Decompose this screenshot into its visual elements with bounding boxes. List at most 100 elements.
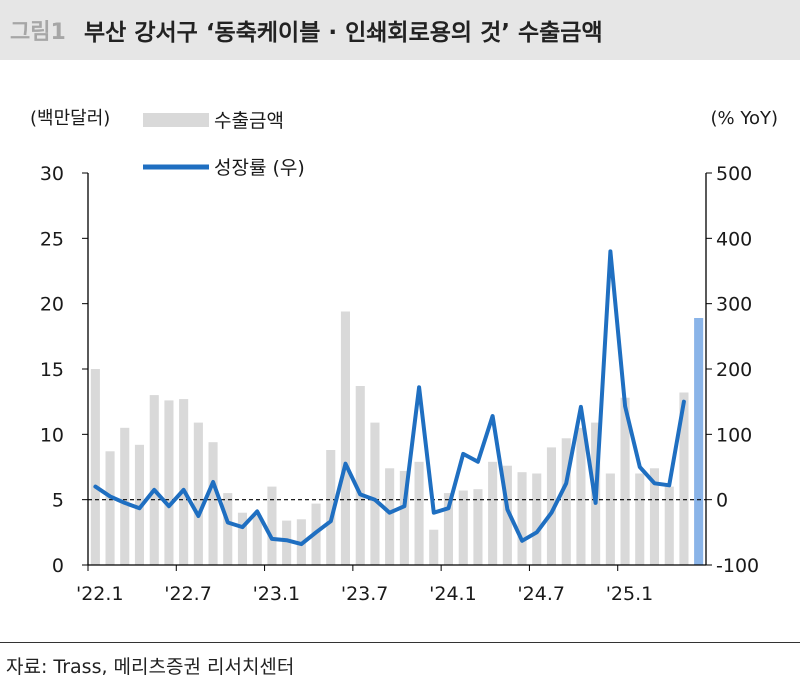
growth-point-15 <box>300 542 303 546</box>
bar-18 <box>340 311 350 565</box>
growth-point-37 <box>623 405 627 408</box>
figure-title-bar: 그림1 부산 강서구 ‘동축케이블 · 인쇄회로용의 것’ 수출금액 <box>0 0 800 60</box>
x-tick-label: '23.7 <box>341 583 389 605</box>
growth-point-18 <box>344 462 347 465</box>
growth-point-40 <box>668 484 671 487</box>
bar-5 <box>149 395 159 565</box>
bar-42 <box>694 318 704 565</box>
bar-37 <box>620 397 630 565</box>
growth-point-1 <box>94 485 97 488</box>
bar-19 <box>355 386 365 565</box>
growth-point-16 <box>314 531 318 534</box>
bar-30 <box>517 472 527 565</box>
legend-bar-label: 수출금액 <box>214 110 284 132</box>
legend-bar-swatch <box>143 113 209 127</box>
bar-12 <box>252 515 262 565</box>
bar-9 <box>208 442 218 565</box>
growth-point-6 <box>167 505 171 508</box>
right-tick-label: -100 <box>716 555 759 577</box>
bar-28 <box>488 461 498 565</box>
figure-label: 그림1 <box>10 20 66 45</box>
right-tick-label: 100 <box>716 424 752 446</box>
bar-23 <box>414 461 424 565</box>
bar-36 <box>605 473 615 565</box>
growth-point-34 <box>579 405 583 409</box>
left-tick-label: 30 <box>40 163 64 185</box>
bar-26 <box>458 490 468 565</box>
growth-point-3 <box>123 501 127 505</box>
left-tick-label: 20 <box>40 294 64 316</box>
bar-13 <box>267 486 277 565</box>
growth-point-21 <box>388 511 391 514</box>
bar-27 <box>473 489 483 565</box>
growth-point-11 <box>241 525 244 529</box>
bar-14 <box>282 520 292 565</box>
right-tick-label: 400 <box>716 228 752 250</box>
x-tick-label: '22.1 <box>76 583 124 605</box>
growth-point-35 <box>594 501 597 505</box>
growth-point-26 <box>462 452 465 456</box>
x-tick-label: '25.1 <box>606 583 654 605</box>
growth-point-24 <box>432 511 435 514</box>
bar-32 <box>546 447 556 565</box>
growth-point-7 <box>182 488 185 492</box>
bar-8 <box>193 422 203 565</box>
growth-point-5 <box>153 488 156 492</box>
growth-point-32 <box>550 511 553 514</box>
growth-point-41 <box>682 400 686 403</box>
source-note: 자료: Trass, 메리츠증권 리서치센터 <box>6 656 295 678</box>
growth-point-22 <box>403 505 406 508</box>
source-divider <box>0 642 800 643</box>
bar-41 <box>679 392 689 565</box>
right-tick-label: 200 <box>716 359 752 381</box>
bar-6 <box>164 400 174 565</box>
bar-25 <box>443 493 453 565</box>
growth-point-19 <box>359 493 362 496</box>
growth-point-33 <box>565 482 568 485</box>
left-tick-label: 25 <box>40 228 64 250</box>
plot-area: 0 5 10 15 20 25 30 -100 0 100 200 300 400 500 '22.1 '22… <box>40 163 759 605</box>
growth-point-36 <box>609 250 612 253</box>
bar-7 <box>179 399 189 565</box>
growth-point-20 <box>373 498 377 501</box>
figure-title: 부산 강서구 ‘동축케이블 · 인쇄회로용의 것’ 수출금액 <box>84 20 603 46</box>
bar-2 <box>105 451 115 565</box>
growth-point-12 <box>256 510 259 513</box>
growth-point-8 <box>197 514 200 518</box>
growth-point-23 <box>417 386 421 389</box>
growth-point-29 <box>506 508 509 511</box>
growth-point-14 <box>285 539 288 542</box>
bar-40 <box>664 486 674 565</box>
right-axis-unit: (% YoY) <box>711 108 778 129</box>
growth-point-4 <box>138 507 141 510</box>
bar-11 <box>237 512 247 565</box>
bar-38 <box>635 473 645 565</box>
bar-24 <box>429 529 439 565</box>
growth-point-2 <box>108 495 112 498</box>
left-tick-label: 10 <box>40 424 64 446</box>
left-axis-unit: (백만달러) <box>30 108 110 129</box>
bar-31 <box>532 473 542 565</box>
growth-point-30 <box>520 539 524 542</box>
x-tick-label: '22.7 <box>164 583 212 605</box>
growth-point-38 <box>638 465 641 469</box>
growth-point-28 <box>491 414 494 418</box>
growth-point-27 <box>476 460 480 463</box>
bar-3 <box>120 427 130 565</box>
left-tick-label: 15 <box>40 359 64 381</box>
bar-29 <box>502 465 512 565</box>
bar-33 <box>561 438 571 565</box>
bar-17 <box>326 450 336 565</box>
chart: 0 5 10 15 20 25 30 -100 0 100 200 300 400 500 '22.1 '22… <box>30 108 778 605</box>
x-tick-label: '23.1 <box>253 583 301 605</box>
bar-34 <box>576 427 586 565</box>
right-tick-label: 300 <box>716 294 752 316</box>
growth-point-25 <box>447 507 450 510</box>
bar-10 <box>223 493 233 565</box>
x-tick-label: '24.1 <box>429 583 477 605</box>
growth-point-39 <box>653 482 656 485</box>
bar-4 <box>134 444 144 565</box>
left-tick-label: 0 <box>52 555 64 577</box>
legend-line-label: 성장률 (우) <box>214 157 305 179</box>
x-tick-label: '24.7 <box>517 583 565 605</box>
